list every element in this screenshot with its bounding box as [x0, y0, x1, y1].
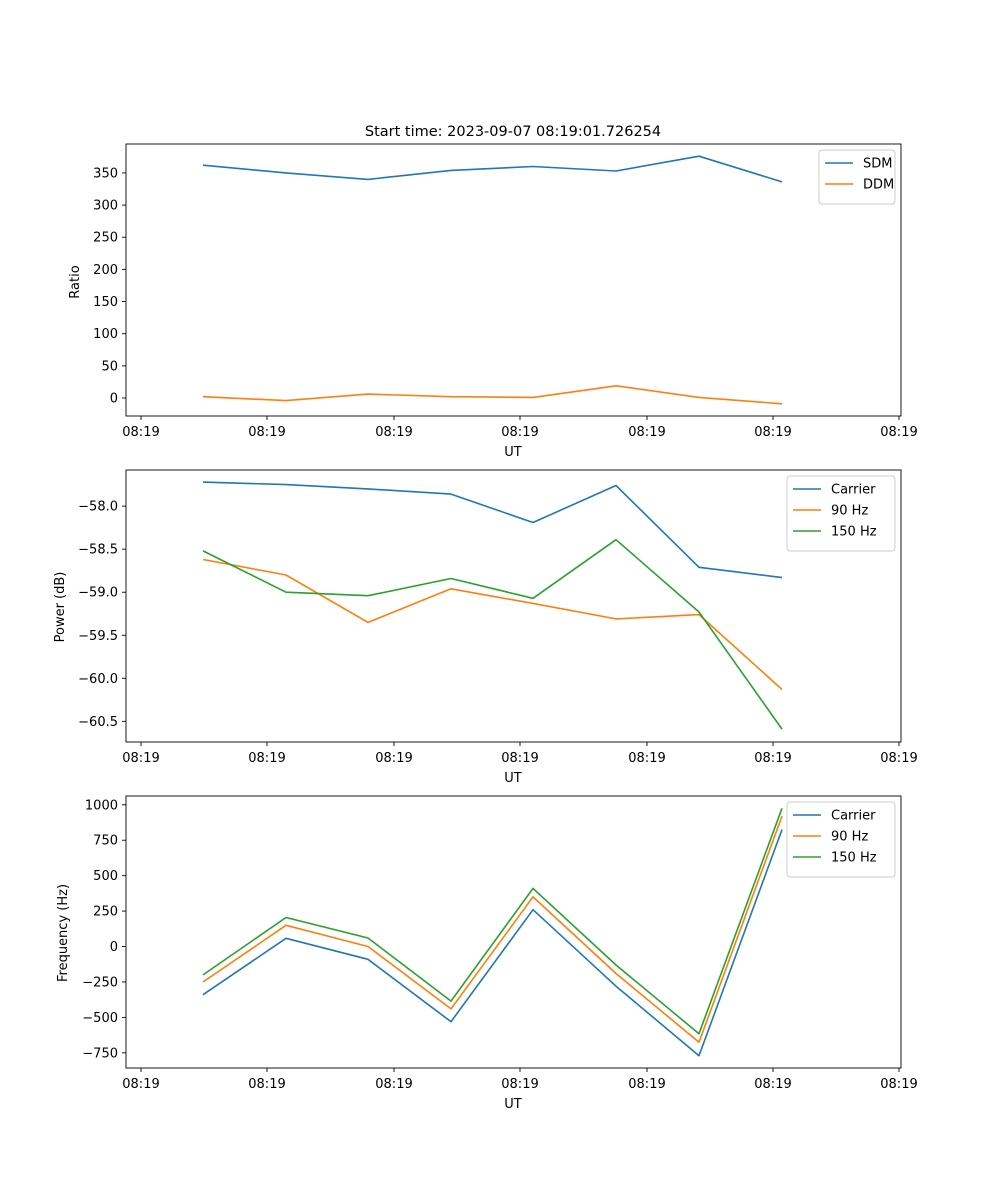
- ratio-x-tick-label: 08:19: [375, 425, 412, 440]
- power-y-tick-label: −58.0: [78, 500, 118, 515]
- power-x-tick-label: 08:19: [375, 751, 412, 766]
- ratio-y-tick-label: 200: [93, 263, 118, 278]
- frequency-legend-label: Carrier: [831, 809, 876, 824]
- frequency-y-tick-label: 500: [93, 869, 118, 884]
- frequency-y-tick-label: 0: [110, 940, 118, 955]
- frequency-axes-frame: [125, 795, 902, 1069]
- power-y-tick-label: −60.0: [78, 672, 118, 687]
- figure-title: Start time: 2023-09-07 08:19:01.726254: [365, 124, 661, 140]
- frequency-x-tick-label: 08:19: [880, 1077, 917, 1092]
- power-y-tick-label: −59.5: [78, 629, 118, 644]
- frequency-legend-label: 150 Hz: [831, 851, 877, 866]
- frequency-x-tick-label: 08:19: [122, 1077, 159, 1092]
- power-legend-box: [786, 475, 896, 552]
- power-x-axis-label: UT: [504, 771, 522, 786]
- ratio-x-tick-label: 08:19: [248, 425, 285, 440]
- ratio-x-axis-label: UT: [504, 445, 522, 460]
- power-y-tick-label: −58.5: [78, 543, 118, 558]
- frequency-x-axis-label: UT: [504, 1097, 522, 1112]
- power-x-tick-label: 08:19: [501, 751, 538, 766]
- ratio-x-tick-label: 08:19: [628, 425, 665, 440]
- ratio-y-tick-label: 250: [93, 231, 118, 246]
- power-series-90-hz: [202, 558, 783, 691]
- frequency-x-tick-label: 08:19: [754, 1077, 791, 1092]
- ratio-series-sdm: [202, 155, 783, 183]
- frequency-series-carrier: [202, 829, 783, 1057]
- ratio-x-tick-label: 08:19: [754, 425, 791, 440]
- ratio-y-tick-label: 50: [101, 359, 118, 374]
- power-legend: Carrier 90 Hz 150 Hz: [786, 475, 896, 552]
- ratio-x-tick-label: 08:19: [122, 425, 159, 440]
- frequency-legend-label: 90 Hz: [831, 830, 868, 845]
- frequency-y-tick-label: −500: [82, 1011, 118, 1026]
- power-x-tick-label: 08:19: [248, 751, 285, 766]
- ratio-axes-frame: [125, 143, 902, 417]
- ratio-legend-label: SDM: [863, 157, 892, 172]
- power-y-tick-label: −60.5: [78, 715, 118, 730]
- power-axes-frame: [125, 469, 902, 743]
- ratio-y-tick-label: 100: [93, 327, 118, 342]
- frequency-series-90-hz: [202, 815, 783, 1043]
- ratio-panel: UT Ratio 08:19 08:19 08:19 08:19 08:19 08:19 0…: [68, 143, 918, 460]
- power-y-axis-label: Power (dB): [53, 572, 68, 643]
- power-series-150-hz: [202, 538, 783, 730]
- frequency-x-tick-label: 08:19: [628, 1077, 665, 1092]
- ratio-y-tick-label: 300: [93, 199, 118, 214]
- ratio-legend-label: DDM: [863, 178, 894, 193]
- frequency-series-150-hz: [202, 808, 783, 1035]
- ratio-legend: SDM DDM: [818, 149, 896, 205]
- frequency-x-tick-label: 08:19: [248, 1077, 285, 1092]
- power-y-tick-label: −59.0: [78, 586, 118, 601]
- ratio-x-tick-label: 08:19: [501, 425, 538, 440]
- frequency-y-tick-label: 250: [93, 905, 118, 920]
- power-legend-label: Carrier: [831, 483, 876, 498]
- power-x-tick-label: 08:19: [628, 751, 665, 766]
- frequency-y-tick-label: 1000: [85, 798, 118, 813]
- power-legend-label: 150 Hz: [831, 525, 877, 540]
- ratio-series-ddm: [202, 384, 783, 405]
- frequency-y-tick-label: −750: [82, 1046, 118, 1061]
- frequency-y-tick-label: −250: [82, 975, 118, 990]
- power-x-tick-label: 08:19: [880, 751, 917, 766]
- frequency-y-axis-label: Frequency (Hz): [56, 884, 71, 982]
- frequency-y-tick-label: 750: [93, 834, 118, 849]
- frequency-x-tick-label: 08:19: [375, 1077, 412, 1092]
- power-x-tick-label: 08:19: [122, 751, 159, 766]
- ratio-x-tick-label: 08:19: [880, 425, 917, 440]
- ratio-y-tick-label: 350: [93, 166, 118, 181]
- power-panel: UT Power (dB) 08:19 08:19 08:19 08:19 08:19 0…: [53, 469, 918, 786]
- power-legend-label: 90 Hz: [831, 504, 868, 519]
- ratio-y-tick-label: 0: [110, 391, 118, 406]
- frequency-panel: UT Frequency (Hz) 08:19 08:19 08:19 08:19 08…: [56, 795, 918, 1112]
- power-series-carrier: [202, 481, 783, 579]
- ratio-y-axis-label: Ratio: [68, 265, 83, 298]
- frequency-legend-box: [786, 801, 896, 878]
- power-x-tick-label: 08:19: [754, 751, 791, 766]
- frequency-legend: Carrier 90 Hz 150 Hz: [786, 801, 896, 878]
- frequency-x-tick-label: 08:19: [501, 1077, 538, 1092]
- ratio-y-tick-label: 150: [93, 295, 118, 310]
